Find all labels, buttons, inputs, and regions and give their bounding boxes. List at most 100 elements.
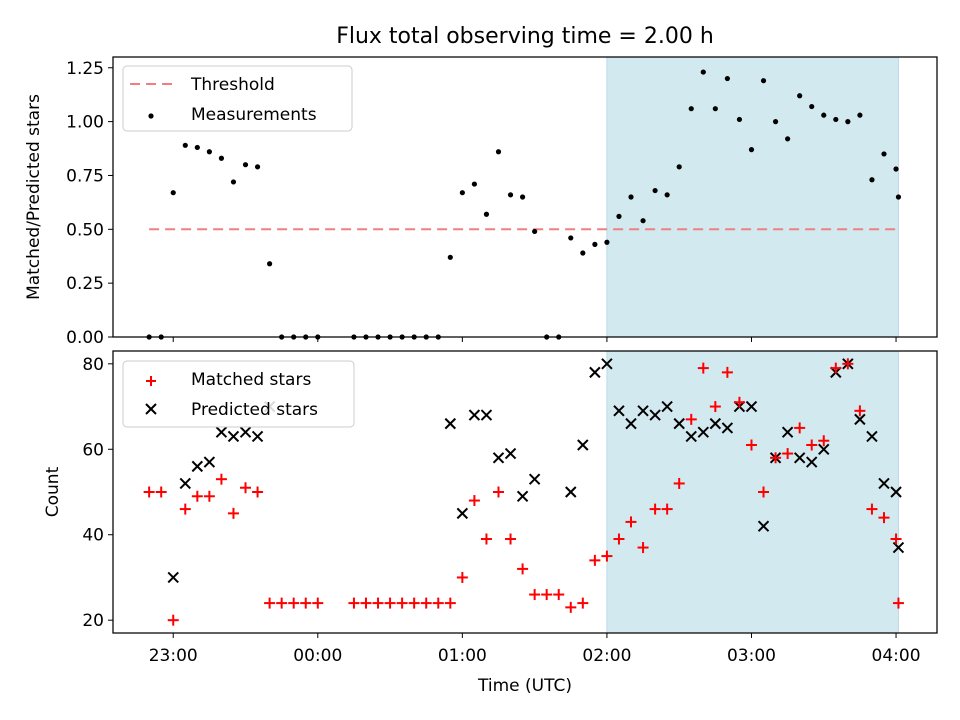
predicted-x-stroke (892, 541, 905, 554)
predicted-x-stroke (492, 452, 505, 464)
matched-star-point (565, 601, 577, 613)
measurement-point (519, 194, 526, 200)
matched-star-point (288, 597, 300, 609)
matched-star-point (155, 486, 167, 498)
matched-star-point (697, 362, 709, 374)
predicted-star-point (504, 447, 517, 460)
matched-star-point (818, 435, 830, 447)
bottom-y-ticks: 20 40 60 80 (82, 355, 113, 631)
matched-star-point (733, 396, 745, 408)
measurement-point (652, 187, 658, 194)
matched-star-point (167, 614, 179, 626)
predicted-x-stroke (890, 486, 902, 498)
measurement-point (736, 116, 743, 123)
matched-star-point (480, 533, 492, 545)
matched-star-point (601, 550, 613, 562)
bottom-y-tick-label: 80 (82, 355, 104, 375)
matched-star-point (541, 589, 553, 601)
predicted-star-point (781, 426, 794, 438)
bottom-x-tick-label: 01:00 (438, 646, 487, 666)
predicted-star-point (625, 417, 637, 430)
matched-star-point (866, 503, 878, 515)
predicted-x-stroke (697, 426, 709, 438)
matched-star-point (625, 516, 637, 528)
matched-star-point (661, 503, 673, 515)
legend-matched-swatch (146, 376, 156, 386)
measurement-point (833, 116, 839, 123)
measurement-point (170, 190, 176, 196)
matched-star-point (143, 486, 155, 498)
bottom-highlight-span (606, 350, 899, 634)
measurement-point (724, 75, 730, 82)
top-y-tick-label: 1.25 (66, 59, 104, 79)
measurement-point (568, 235, 574, 241)
measurement-point (712, 106, 718, 112)
bottom-x-tick-label: 00:00 (293, 646, 342, 666)
legend-threshold-label: Threshold (190, 75, 275, 95)
predicted-x-stroke (709, 417, 722, 430)
matched-star-point (420, 597, 432, 609)
predicted-x-stroke (757, 520, 770, 532)
predicted-x-stroke (649, 409, 661, 421)
top-y-axis-label: Matched/Predicted stars (24, 94, 44, 300)
measurement-point (230, 179, 237, 185)
predicted-x-stroke (854, 413, 866, 426)
predicted-x-stroke (793, 452, 806, 464)
matched-star-point (492, 486, 504, 498)
predicted-x-stroke (516, 490, 529, 502)
predicted-x-stroke (179, 477, 191, 490)
matched-star-point (794, 422, 806, 434)
matched-star-point (215, 473, 227, 485)
measurement-point (772, 119, 779, 125)
matched-star-point (890, 533, 902, 545)
measurement-point (471, 181, 478, 187)
measurement-point (893, 166, 899, 172)
bottom-y-tick-label: 60 (82, 440, 104, 460)
chart-title: Flux total observing time = 2.00 h (336, 24, 714, 49)
predicted-star-point (239, 426, 252, 438)
predicted-star-point (565, 486, 577, 498)
matched-star-point (179, 503, 191, 515)
predicted-x-stroke (878, 477, 890, 490)
predicted-x-stroke (721, 422, 734, 434)
predicted-x-stroke (167, 571, 179, 584)
predicted-star-point (167, 571, 179, 584)
matched-star-point (444, 597, 456, 609)
measurement-points (146, 69, 902, 340)
matched-star-point (372, 597, 384, 609)
matched-star-point (892, 597, 904, 609)
predicted-x-stroke (625, 417, 637, 430)
matched-star-point (782, 448, 794, 460)
matched-star-point (468, 495, 480, 507)
measurement-point (447, 254, 453, 260)
bottom-x-tick-label: 02:00 (582, 646, 631, 666)
matched-star-point (878, 512, 890, 524)
top-y-tick-label: 0.00 (66, 328, 104, 348)
top-plot-frame (112, 56, 938, 338)
measurement-point (206, 149, 212, 155)
matched-star-point (709, 401, 721, 413)
predicted-x-stroke (468, 409, 481, 421)
bottom-plot-frame (112, 350, 938, 634)
predicted-x-stroke (577, 439, 589, 451)
matched-star-point (227, 507, 239, 519)
measurement-point (797, 93, 803, 99)
measurement-point (592, 241, 598, 247)
matched-star-point (432, 597, 444, 609)
legend-predicted-swatch (145, 403, 157, 415)
legend-measurements-label: Measurements (191, 105, 317, 125)
predicted-x-stroke (444, 417, 457, 430)
measurement-point (507, 192, 514, 198)
predicted-x-stroke (215, 426, 228, 438)
matched-star-point (384, 597, 396, 609)
matched-star-point (637, 542, 649, 554)
measurement-point (267, 261, 273, 267)
top-legend: Threshold Measurements (122, 65, 353, 132)
measurement-point (688, 106, 694, 112)
predicted-star-point (215, 426, 228, 438)
matched-star-point (613, 533, 625, 545)
measurement-point (857, 112, 863, 118)
matched-star-point (770, 452, 782, 464)
predicted-star-point (444, 417, 457, 430)
predicted-star-point (818, 443, 830, 455)
